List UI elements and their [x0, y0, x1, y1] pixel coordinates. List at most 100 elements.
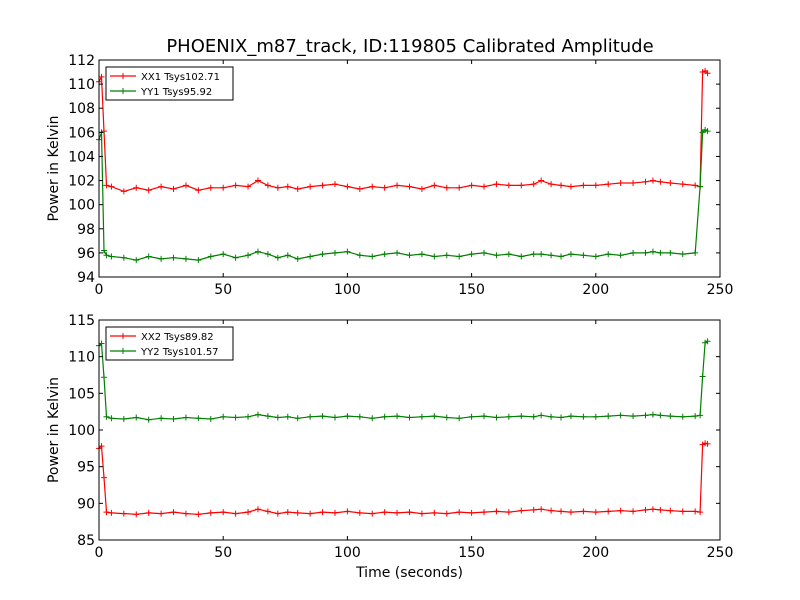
- data-point: [548, 181, 555, 188]
- data-point: [642, 506, 649, 513]
- legend: XX2 Tsys89.82 YY2 Tsys101.57: [105, 326, 234, 361]
- data-point: [170, 254, 177, 261]
- data-point: [667, 413, 674, 420]
- data-point: [468, 251, 475, 258]
- data-point: [657, 506, 664, 513]
- data-point: [120, 188, 127, 195]
- data-point: [481, 249, 488, 256]
- data-point: [245, 413, 252, 420]
- y-tick-label: 105: [68, 386, 95, 402]
- data-point: [605, 251, 612, 258]
- data-point: [245, 509, 252, 516]
- y-tick-label: 106: [68, 125, 95, 141]
- data-point: [274, 510, 281, 517]
- data-point: [207, 509, 214, 516]
- data-point: [530, 506, 537, 513]
- data-point: [493, 414, 500, 421]
- data-point: [170, 509, 177, 516]
- data-point: [274, 414, 281, 421]
- data-point: [394, 182, 401, 189]
- data-point: [530, 413, 537, 420]
- data-point: [518, 253, 525, 260]
- legend-label: XX1 Tsys102.71: [141, 72, 220, 83]
- data-point: [133, 511, 140, 518]
- data-point: [254, 411, 261, 418]
- data-point: [158, 510, 165, 517]
- data-point: [704, 128, 711, 135]
- data-point: [264, 251, 271, 258]
- y-axis-label: Power in Kelvin: [46, 115, 62, 221]
- data-point: [182, 255, 189, 262]
- data-point: [548, 413, 555, 420]
- data-point: [431, 253, 438, 260]
- data-point: [418, 251, 425, 258]
- data-point: [356, 413, 363, 420]
- data-point: [245, 183, 252, 190]
- data-point: [108, 415, 115, 422]
- data-point: [468, 413, 475, 420]
- data-point: [443, 252, 450, 259]
- y-tick-label: 108: [68, 101, 95, 117]
- data-point: [381, 509, 388, 516]
- legend: XX1 Tsys102.71 YY1 Tsys95.92: [105, 66, 234, 101]
- data-point: [307, 253, 314, 260]
- x-tick-label: 150: [458, 545, 485, 561]
- data-point: [642, 178, 649, 185]
- data-point: [456, 509, 463, 516]
- x-tick-label: 100: [334, 282, 361, 298]
- data-point: [667, 179, 674, 186]
- series-line: [98, 442, 708, 515]
- data-point: [704, 70, 711, 77]
- data-point: [245, 252, 252, 259]
- series-1-2: [96, 126, 711, 264]
- data-point: [394, 413, 401, 420]
- legend-marker: [120, 348, 126, 354]
- y-tick-label: 100: [68, 198, 95, 214]
- data-point: [319, 182, 326, 189]
- data-point: [493, 181, 500, 188]
- data-point: [274, 254, 281, 261]
- data-point: [468, 509, 475, 516]
- data-point: [692, 413, 699, 420]
- data-point: [518, 413, 525, 420]
- data-point: [100, 247, 107, 254]
- x-tick-label: 250: [707, 282, 734, 298]
- data-point: [369, 253, 376, 260]
- data-point: [100, 474, 107, 481]
- y-tick-label: 112: [68, 53, 95, 69]
- data-point: [232, 414, 239, 421]
- y-tick-label: 115: [68, 313, 95, 329]
- data-point: [344, 413, 351, 420]
- data-point: [108, 183, 115, 190]
- data-point: [207, 184, 214, 191]
- data-point: [518, 507, 525, 514]
- data-point: [431, 182, 438, 189]
- bottom-panel: 0 50 100 150 200 250 85 90 95 100 105 110 115 Power i…: [46, 313, 733, 581]
- data-point: [406, 183, 413, 190]
- data-point: [284, 413, 291, 420]
- legend-label: XX2 Tsys89.82: [141, 332, 214, 343]
- data-point: [381, 413, 388, 420]
- data-point: [667, 249, 674, 256]
- data-point: [493, 508, 500, 515]
- data-point: [356, 509, 363, 516]
- data-point: [580, 252, 587, 259]
- data-point: [406, 414, 413, 421]
- series-line: [98, 129, 708, 261]
- data-point: [642, 249, 649, 256]
- data-point: [254, 248, 261, 255]
- data-point: [158, 183, 165, 190]
- data-point: [133, 257, 140, 264]
- top-panel: 0 50 100 150 200 250 94 96 98 100 102 104 106 108 110 1…: [46, 53, 733, 298]
- data-point: [657, 178, 664, 185]
- data-point: [319, 251, 326, 258]
- data-point: [493, 252, 500, 259]
- data-point: [394, 509, 401, 516]
- data-point: [406, 509, 413, 516]
- data-point: [369, 510, 376, 517]
- data-point: [331, 249, 338, 256]
- data-point: [538, 412, 545, 419]
- x-axis-label: Time (seconds): [355, 565, 463, 581]
- data-point: [331, 414, 338, 421]
